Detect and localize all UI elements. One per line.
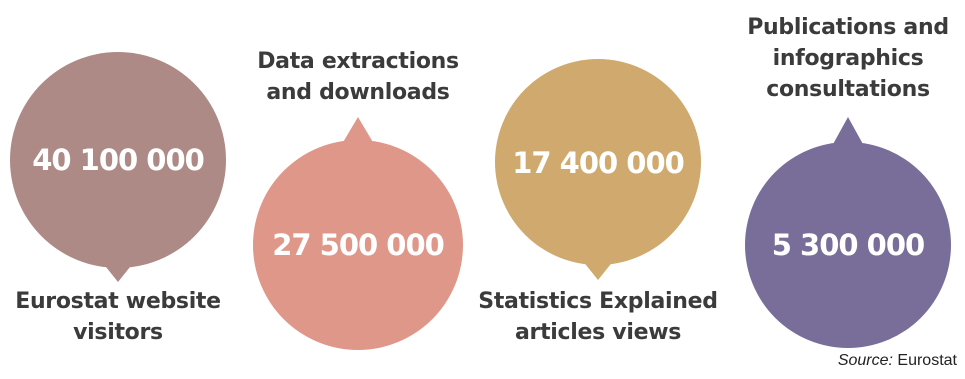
label-line: consultations: [766, 77, 930, 102]
value-website-visitors: 40 100 000: [32, 143, 205, 177]
bubble-statistics-explained: [495, 59, 701, 280]
label-publications: Publications and infographics consultati…: [747, 12, 949, 105]
source-name: Eurostat: [897, 352, 957, 369]
label-line: visitors: [73, 320, 163, 345]
value-data-extractions: 27 500 000: [272, 228, 445, 262]
source-prefix: Source:: [837, 352, 893, 369]
label-website-visitors: Eurostat website visitors: [15, 286, 221, 348]
label-line: articles views: [514, 320, 682, 345]
label-line: Data extractions: [257, 49, 459, 74]
label-line: Eurostat website: [15, 289, 221, 314]
label-line: infographics: [772, 46, 924, 71]
label-line: Publications and: [747, 15, 949, 40]
label-line: and downloads: [266, 80, 450, 105]
label-statistics-explained: Statistics Explained articles views: [478, 286, 718, 348]
bubble-website-visitors: [10, 52, 226, 282]
value-publications: 5 300 000: [771, 228, 925, 262]
bubble-data-extractions: [253, 117, 463, 350]
source-note: Source: Eurostat: [838, 352, 957, 370]
label-line: Statistics Explained: [478, 289, 718, 314]
bubble-publications: [745, 117, 951, 348]
value-statistics-explained: 17 400 000: [512, 146, 685, 180]
label-data-extractions: Data extractions and downloads: [257, 46, 459, 108]
